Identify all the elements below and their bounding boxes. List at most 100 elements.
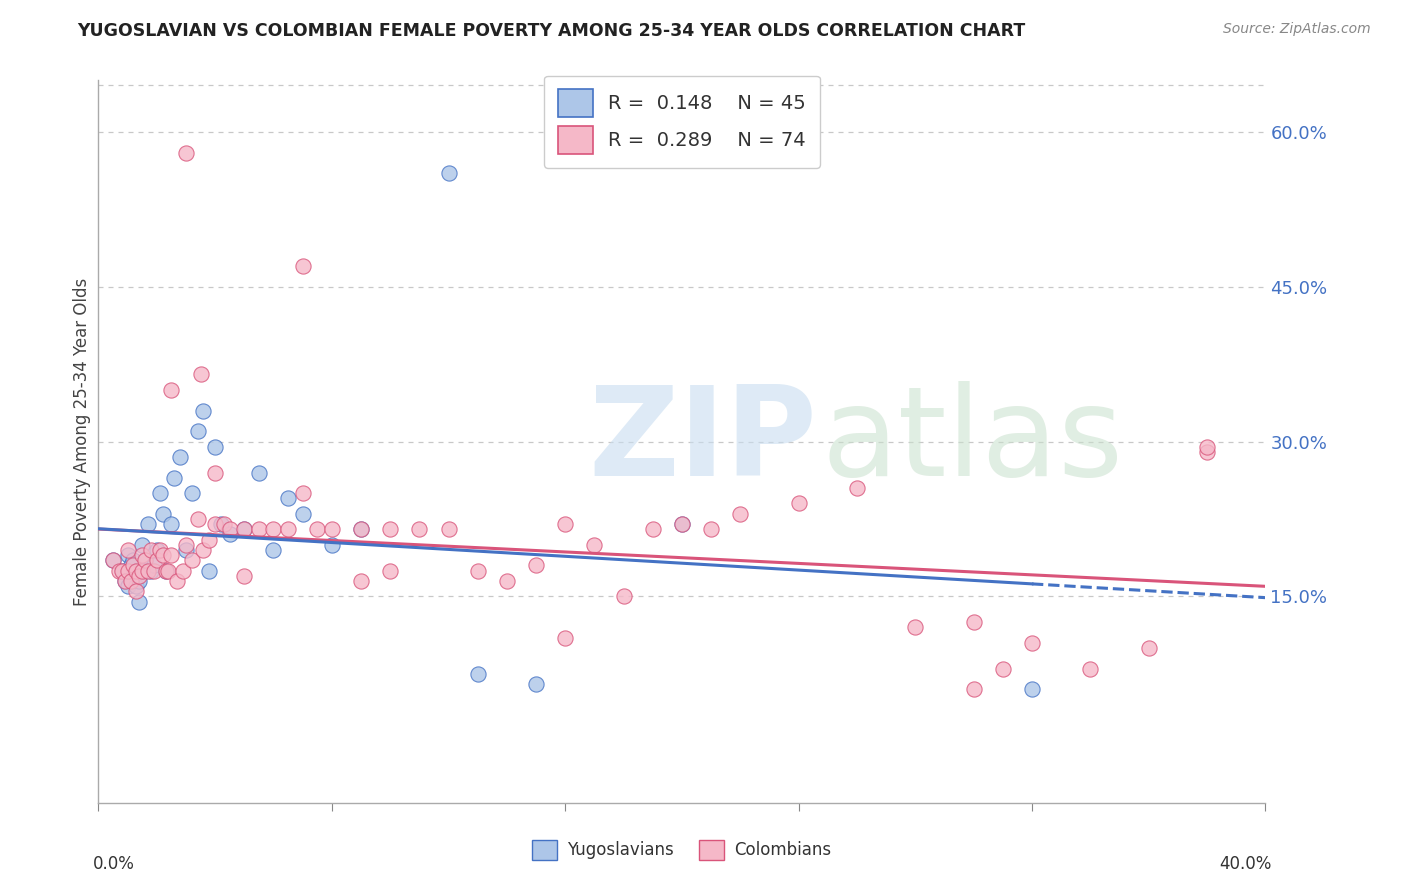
Point (233, 522, 256, 536)
Point (204, 517, 226, 532)
Point (117, 564, 139, 578)
Point (111, 564, 134, 578)
Point (149, 486, 172, 500)
Point (117, 579, 139, 593)
Point (380, 522, 402, 536)
Point (437, 166, 460, 180)
Point (139, 564, 162, 578)
Point (152, 548, 174, 562)
Point (641, 522, 664, 536)
Point (233, 522, 256, 536)
Text: Source: ZipAtlas.com: Source: ZipAtlas.com (1223, 22, 1371, 37)
Point (169, 450, 191, 464)
Point (134, 553, 156, 567)
Point (524, 558, 547, 573)
Point (467, 564, 489, 578)
Point (321, 538, 343, 552)
Point (218, 527, 240, 541)
Point (1021, 636, 1043, 650)
Point (157, 564, 180, 578)
Point (262, 522, 284, 536)
Point (122, 553, 145, 567)
Point (120, 558, 142, 573)
Point (198, 533, 221, 547)
Point (212, 517, 235, 532)
Point (962, 682, 984, 697)
Point (134, 553, 156, 567)
Point (730, 507, 752, 521)
Point (321, 522, 343, 536)
Legend: Yugoslavians, Colombians: Yugoslavians, Colombians (526, 833, 838, 867)
Point (247, 466, 270, 480)
Point (149, 542, 172, 557)
Point (846, 481, 869, 495)
Point (962, 615, 984, 630)
Point (131, 538, 153, 552)
Point (1021, 682, 1043, 697)
Point (101, 553, 124, 567)
Point (193, 542, 215, 557)
Text: 40.0%: 40.0% (1219, 855, 1271, 872)
Point (291, 486, 314, 500)
Point (117, 542, 139, 557)
Point (437, 522, 460, 536)
Point (131, 548, 153, 562)
Point (174, 538, 197, 552)
Point (136, 517, 159, 532)
Point (160, 383, 183, 397)
Point (262, 542, 284, 557)
Point (350, 574, 373, 588)
Point (496, 574, 519, 588)
Point (524, 677, 547, 691)
Point (1137, 640, 1160, 655)
Point (198, 564, 221, 578)
Point (554, 517, 576, 532)
Point (277, 522, 299, 536)
Text: ZIP: ZIP (589, 381, 817, 502)
Point (307, 522, 329, 536)
Point (380, 564, 402, 578)
Text: 0.0%: 0.0% (93, 855, 135, 872)
Point (128, 594, 150, 608)
Point (350, 522, 373, 536)
Point (350, 522, 373, 536)
Point (204, 466, 226, 480)
Text: atlas: atlas (823, 381, 1123, 502)
Point (152, 507, 174, 521)
Point (1195, 440, 1218, 454)
Point (166, 574, 188, 588)
Text: YUGOSLAVIAN VS COLOMBIAN FEMALE POVERTY AMONG 25-34 YEAR OLDS CORRELATION CHART: YUGOSLAVIAN VS COLOMBIAN FEMALE POVERTY … (77, 22, 1025, 40)
Point (134, 564, 156, 578)
Point (139, 542, 162, 557)
Point (114, 574, 136, 588)
Point (193, 403, 215, 417)
Point (117, 548, 139, 562)
Point (160, 517, 183, 532)
Y-axis label: Female Poverty Among 25-34 Year Olds: Female Poverty Among 25-34 Year Olds (73, 277, 91, 606)
Point (671, 517, 693, 532)
Point (991, 662, 1014, 676)
Point (187, 424, 209, 438)
Point (125, 564, 148, 578)
Point (408, 522, 430, 536)
Point (247, 522, 270, 536)
Point (787, 496, 810, 510)
Point (155, 564, 177, 578)
Point (160, 548, 183, 562)
Point (101, 553, 124, 567)
Point (131, 564, 153, 578)
Point (209, 517, 232, 532)
Point (114, 574, 136, 588)
Point (155, 564, 177, 578)
Point (174, 145, 197, 160)
Point (291, 259, 314, 273)
Point (612, 590, 634, 604)
Point (1080, 662, 1102, 676)
Point (671, 517, 693, 532)
Point (904, 620, 927, 634)
Point (172, 564, 194, 578)
Point (125, 579, 148, 593)
Point (142, 558, 165, 573)
Point (146, 542, 169, 557)
Point (108, 564, 131, 578)
